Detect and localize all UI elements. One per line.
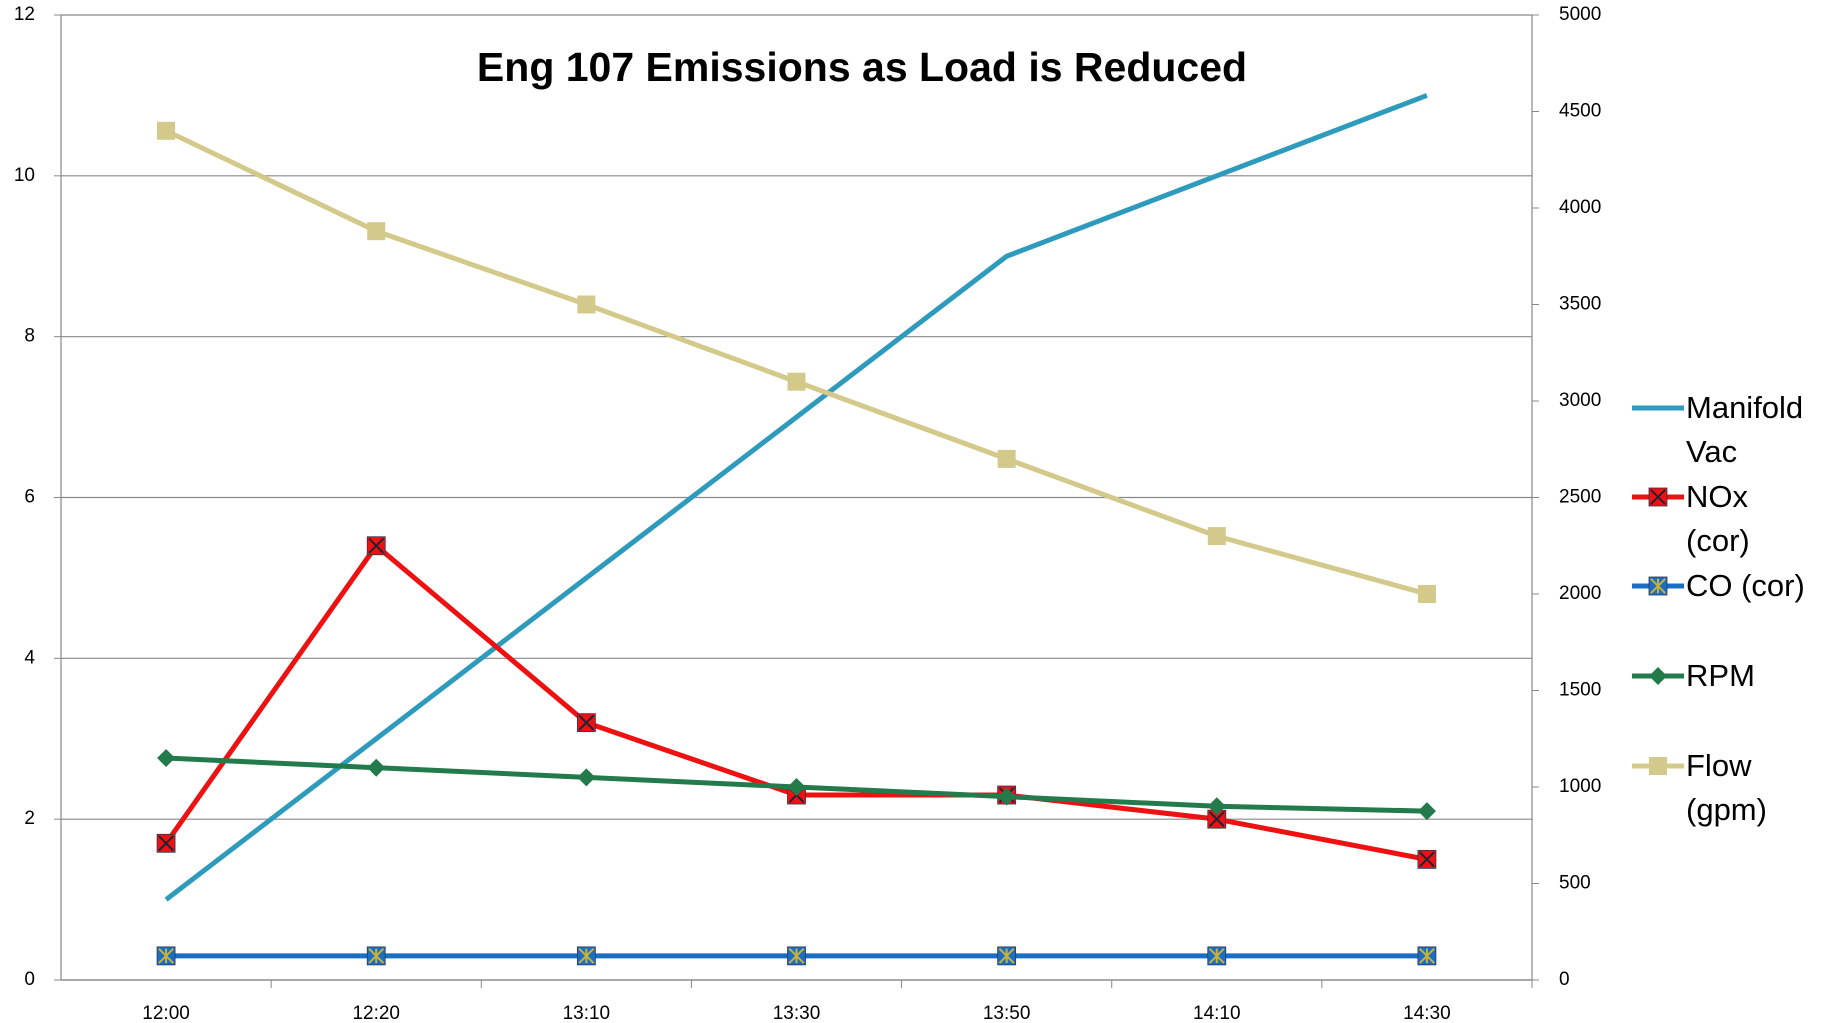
y2-tick-label: 4000 xyxy=(1559,197,1601,218)
marker xyxy=(1207,527,1226,546)
marker xyxy=(997,449,1016,468)
marker-cross xyxy=(1208,811,1225,828)
x-tick-label: 13:10 xyxy=(563,1003,611,1023)
marker xyxy=(577,295,596,314)
y2-tick-label: 4500 xyxy=(1559,101,1601,122)
legend-item: Flow (gpm) xyxy=(1630,744,1820,832)
marker-box xyxy=(157,121,176,140)
marker xyxy=(1207,809,1227,829)
legend-swatch xyxy=(1632,667,1684,685)
marker-cross xyxy=(1419,947,1435,964)
y2-tick-label: 3000 xyxy=(1559,390,1601,411)
marker xyxy=(366,946,386,966)
legend-swatch xyxy=(1632,405,1684,411)
marker xyxy=(157,749,176,768)
y-tick-label: 0 xyxy=(24,969,35,990)
x-tick-label: 14:30 xyxy=(1403,1003,1451,1023)
legend-label: CO (cor) xyxy=(1686,568,1805,603)
marker-box xyxy=(1207,527,1226,546)
marker xyxy=(156,946,176,966)
y-tick-label: 2 xyxy=(24,808,35,829)
marker xyxy=(1417,802,1436,821)
marker-box xyxy=(997,449,1016,468)
series-line xyxy=(164,93,1428,902)
chart-title: Eng 107 Emissions as Load is Reduced xyxy=(477,44,1247,90)
marker-cross xyxy=(1650,578,1666,594)
legend-swatch xyxy=(1632,757,1684,775)
marker-box xyxy=(1649,757,1667,775)
marker xyxy=(1648,487,1668,507)
legend-item: Manifold Vac xyxy=(1630,386,1820,474)
legend-item: RPM xyxy=(1630,654,1820,698)
y2-tick-label: 0 xyxy=(1559,969,1570,990)
marker xyxy=(1648,576,1668,596)
marker-box xyxy=(1417,585,1436,603)
marker xyxy=(1649,667,1667,685)
y2-tick-label: 2500 xyxy=(1559,487,1601,508)
y-tick-label: 12 xyxy=(14,4,35,25)
marker xyxy=(1417,946,1437,966)
marker xyxy=(577,768,596,787)
marker xyxy=(1649,757,1667,775)
marker xyxy=(787,372,806,391)
marker xyxy=(1207,797,1226,816)
marker xyxy=(156,833,176,853)
marker xyxy=(367,758,386,777)
marker xyxy=(367,222,386,241)
marker-cross xyxy=(1650,489,1666,505)
marker xyxy=(997,787,1016,806)
y2-tick-label: 500 xyxy=(1559,873,1591,894)
marker xyxy=(576,713,596,733)
series-line xyxy=(164,543,1428,862)
marker-cross xyxy=(1419,851,1435,868)
x-tick-label: 13:50 xyxy=(983,1003,1031,1023)
x-tick-label: 14:10 xyxy=(1193,1003,1241,1023)
y2-tick-label: 3500 xyxy=(1559,294,1601,315)
x-tick-label: 12:20 xyxy=(352,1003,400,1023)
marker-cross xyxy=(788,947,805,964)
legend-label: Flow (gpm) xyxy=(1686,748,1767,827)
marker-cross xyxy=(368,537,385,554)
marker xyxy=(157,121,176,140)
marker-cross xyxy=(158,835,174,852)
marker xyxy=(1417,849,1437,869)
marker-cross xyxy=(368,947,385,964)
series-line xyxy=(164,128,1428,597)
marker-cross xyxy=(578,714,595,731)
legend-label: RPM xyxy=(1686,658,1755,693)
marker-box xyxy=(367,222,386,241)
marker-box xyxy=(577,295,596,314)
y2-tick-label: 2000 xyxy=(1559,583,1601,604)
x-tick-label: 13:30 xyxy=(773,1003,821,1023)
marker xyxy=(1417,585,1436,603)
legend-label: NOx (cor) xyxy=(1686,479,1750,558)
marker-cross xyxy=(1208,947,1225,964)
legend-item: NOx (cor) xyxy=(1630,475,1820,563)
marker xyxy=(997,946,1017,966)
marker xyxy=(787,946,806,966)
legend-swatch xyxy=(1632,487,1684,507)
y2-tick-label: 5000 xyxy=(1559,4,1601,25)
legend-item: CO (cor) xyxy=(1630,564,1820,608)
y2-tick-label: 1000 xyxy=(1559,776,1601,797)
marker xyxy=(787,778,806,796)
legend-swatch xyxy=(1632,576,1684,596)
marker-cross xyxy=(578,947,595,964)
y-tick-label: 6 xyxy=(24,487,35,508)
marker-box xyxy=(787,372,806,391)
y-tick-label: 8 xyxy=(24,326,35,347)
marker xyxy=(366,536,386,556)
y2-tick-label: 1500 xyxy=(1559,680,1601,701)
marker xyxy=(1207,946,1227,966)
marker-cross xyxy=(998,947,1015,964)
x-tick-label: 12:00 xyxy=(142,1003,190,1023)
legend-label: Manifold Vac xyxy=(1686,390,1804,469)
y-tick-label: 4 xyxy=(24,647,35,668)
marker-cross xyxy=(158,947,174,964)
marker xyxy=(576,946,596,966)
y-tick-label: 10 xyxy=(14,165,35,186)
